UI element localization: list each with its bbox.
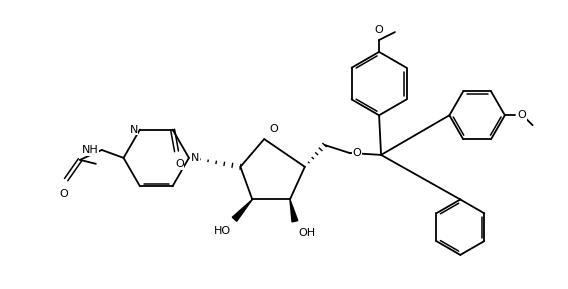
Text: OH: OH — [299, 228, 316, 238]
Text: O: O — [517, 110, 527, 120]
Text: O: O — [60, 188, 69, 199]
Text: N: N — [191, 153, 199, 163]
Text: N: N — [130, 125, 138, 135]
Text: NH: NH — [82, 145, 99, 155]
Text: O: O — [352, 148, 361, 158]
Polygon shape — [232, 199, 252, 221]
Text: O: O — [175, 159, 184, 169]
Text: HO: HO — [214, 226, 231, 236]
Text: O: O — [375, 25, 383, 35]
Text: O: O — [269, 124, 278, 134]
Polygon shape — [290, 199, 298, 222]
